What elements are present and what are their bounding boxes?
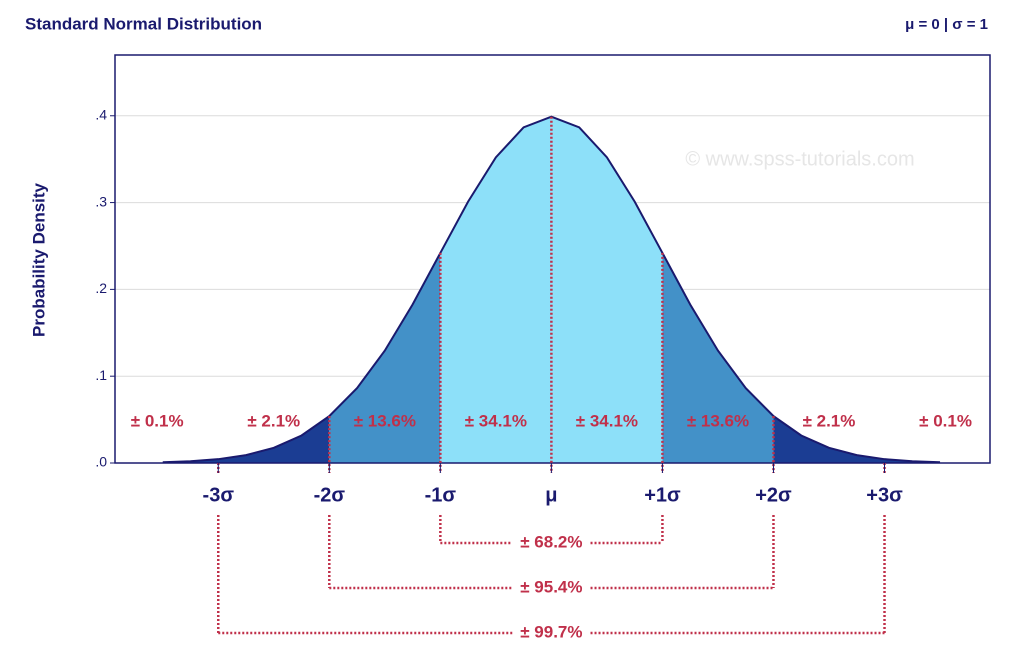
x-tick-label: -2σ <box>314 484 346 506</box>
x-tick-label: +1σ <box>644 484 681 506</box>
interval-label: ± 99.7% <box>520 622 582 641</box>
band-label: ± 2.1% <box>803 411 856 430</box>
y-axis-label: Probability Density <box>29 182 48 337</box>
plot-frame <box>114 54 991 464</box>
band-label: ± 34.1% <box>576 411 638 430</box>
x-tick-label: -3σ <box>203 484 235 506</box>
band-label: ± 2.1% <box>247 411 300 430</box>
y-tick-label: .4 <box>95 106 107 122</box>
interval-label: ± 68.2% <box>520 532 582 551</box>
x-tick-label: μ <box>545 484 557 506</box>
chart-title: Standard Normal Distribution <box>25 14 262 33</box>
band-label: ± 34.1% <box>465 411 527 430</box>
band-label: ± 13.6% <box>687 411 749 430</box>
x-tick-label: +3σ <box>866 484 903 506</box>
x-tick-label: +2σ <box>755 484 792 506</box>
band-label: ± 0.1% <box>131 411 184 430</box>
interval-label: ± 95.4% <box>520 577 582 596</box>
y-tick-label: .1 <box>95 367 107 383</box>
chart-subtitle: μ = 0 | σ = 1 <box>905 16 988 33</box>
y-tick-label: .2 <box>95 280 107 296</box>
band-label: ± 13.6% <box>354 411 416 430</box>
region <box>773 416 941 463</box>
region <box>162 416 330 463</box>
band-label: ± 0.1% <box>919 411 972 430</box>
y-tick-label: .0 <box>95 454 107 470</box>
y-tick-label: .3 <box>95 193 107 209</box>
watermark: © www.spss-tutorials.com <box>685 148 914 170</box>
x-tick-label: -1σ <box>425 484 457 506</box>
